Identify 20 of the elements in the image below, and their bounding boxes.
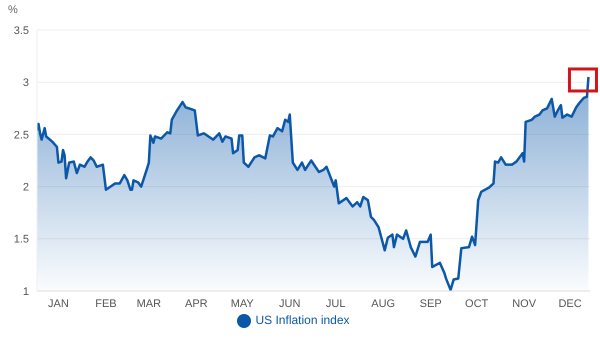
x-tick-label: AUG xyxy=(371,298,396,310)
x-tick-label: JAN xyxy=(48,298,69,310)
y-tick-label: 3.5 xyxy=(14,24,29,37)
x-tick-label: DEC xyxy=(558,298,582,310)
x-tick-label: MAY xyxy=(230,298,254,310)
x-tick-label: NOV xyxy=(512,298,537,310)
y-tick-label: 2 xyxy=(22,182,29,194)
x-tick-label: FEB xyxy=(95,298,117,310)
y-tick-label: 3 xyxy=(22,77,29,90)
y-tick-label: 2.5 xyxy=(14,129,29,142)
x-tick-label: MAR xyxy=(136,298,162,310)
x-tick-label: JUN xyxy=(279,298,301,310)
x-tick-label: APR xyxy=(185,298,208,310)
x-tick-label: OCT xyxy=(465,298,489,310)
y-tick-label: 1.5 xyxy=(14,234,29,246)
x-tick-label: JUL xyxy=(326,298,346,310)
y-axis-title: % xyxy=(8,4,18,16)
legend-label: US Inflation index xyxy=(255,313,350,327)
x-tick-label: SEP xyxy=(420,298,442,310)
y-tick-label: 1 xyxy=(22,286,29,298)
